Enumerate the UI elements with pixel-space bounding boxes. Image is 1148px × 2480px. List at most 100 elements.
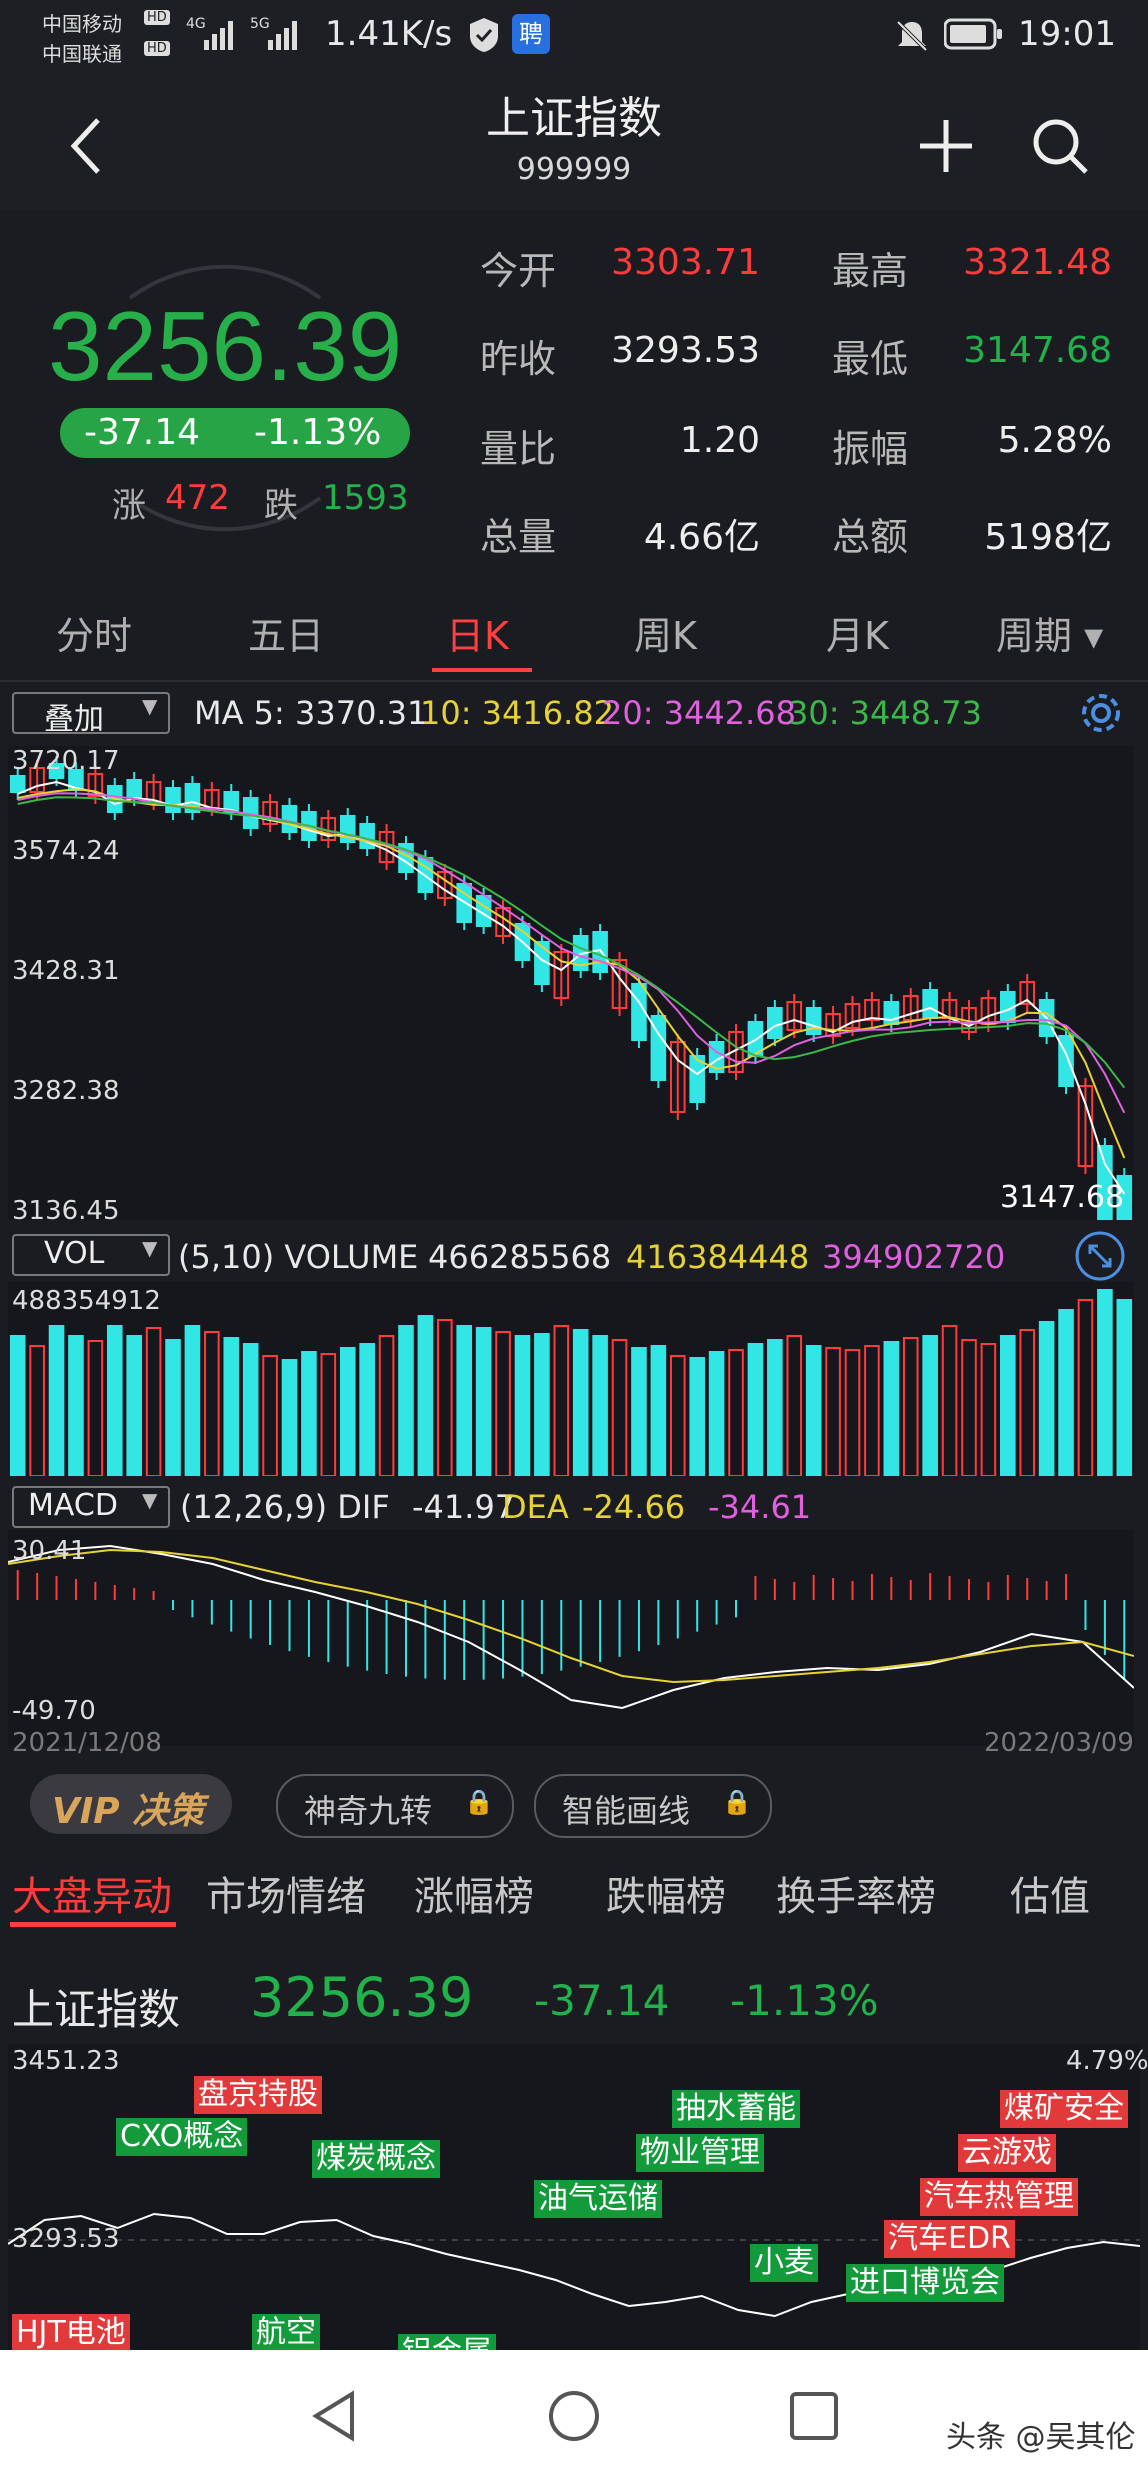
chevron-down-icon: ▼ [142, 694, 158, 718]
nav-recent-icon[interactable] [786, 2388, 842, 2444]
volume-ma10: 394902720 [822, 1238, 1006, 1276]
bottom-tab[interactable]: 涨幅榜 [414, 1874, 534, 1920]
event-tag[interactable]: 云游戏 [958, 2134, 1056, 2172]
quote-field-value: 3321.48 [963, 242, 1112, 283]
bottom-tab[interactable]: 估值 [1010, 1874, 1090, 1920]
event-tag[interactable]: 煤矿安全 [1000, 2090, 1128, 2128]
period-tab[interactable]: 周K [634, 614, 697, 658]
event-tag[interactable]: HJT电池 [12, 2314, 130, 2352]
volume-bar [941, 1325, 958, 1476]
period-tab-underline [432, 668, 532, 672]
magic9-button[interactable]: 神奇九转 🔒 [276, 1774, 514, 1838]
volume-bar [1058, 1309, 1074, 1476]
period-tab[interactable]: 日K [446, 614, 509, 658]
volume-y-label: 488354912 [12, 1286, 161, 1316]
price-ring [128, 264, 322, 532]
overlay-select[interactable]: 叠加 ▼ [12, 692, 170, 737]
intraday-y-mid: 3293.53 [12, 2224, 120, 2254]
macd-indicator-select[interactable]: MACD ▼ [12, 1486, 170, 1528]
intraday-change-pct: -1.13% [730, 1976, 879, 2025]
macd-y-bottom: -49.70 [12, 1696, 96, 1726]
back-arrow-icon[interactable] [66, 116, 106, 176]
ma-line [17, 796, 1126, 1089]
period-tab[interactable]: 五日 [248, 614, 325, 658]
signal-icon-2 [268, 21, 297, 50]
intraday-price: 3256.39 [250, 1966, 474, 2029]
volume-bar [767, 1339, 783, 1476]
change-pill: -37.14 -1.13% [60, 408, 410, 458]
overlay-select-label: 叠加 [44, 702, 104, 737]
search-icon[interactable] [1030, 116, 1090, 176]
vip-button[interactable]: VIP 决策 [30, 1774, 232, 1834]
quote-field-label: 振幅 [832, 427, 909, 471]
period-tab[interactable]: 月K [826, 614, 889, 658]
event-tag[interactable]: 物业管理 [636, 2134, 764, 2172]
candle [1019, 981, 1036, 1005]
kline-chart[interactable] [8, 746, 1134, 1220]
event-tag[interactable]: 汽车热管理 [920, 2178, 1078, 2216]
event-tag[interactable]: 航空 [252, 2314, 320, 2352]
event-tag[interactable]: 抽水蓄能 [672, 2090, 800, 2128]
bottom-tab[interactable]: 跌幅榜 [606, 1874, 726, 1920]
volume-bar [262, 1355, 278, 1476]
volume-bar [961, 1339, 977, 1476]
settings-gear-icon[interactable] [1078, 690, 1124, 736]
volume-bar [1038, 1321, 1055, 1476]
smartline-button[interactable]: 智能画线 🔒 [534, 1774, 772, 1838]
volume-bar [728, 1349, 744, 1476]
macd-dea-label: DEA [502, 1488, 569, 1526]
add-icon[interactable] [918, 118, 974, 174]
date-start: 2021/12/08 [12, 1728, 162, 1758]
event-tag[interactable]: 盘京持股 [194, 2076, 322, 2114]
down-count: 1593 [322, 478, 409, 518]
quote-field-label: 量比 [480, 427, 557, 471]
mute-icon [896, 20, 928, 52]
volume-bar [786, 1335, 803, 1476]
quote-field-label: 今开 [480, 249, 557, 293]
candle [184, 783, 201, 813]
event-tag[interactable]: 汽车EDR [884, 2220, 1015, 2258]
nav-home-icon[interactable] [546, 2388, 602, 2444]
quote-field-value: 4.66亿 [643, 517, 760, 558]
system-nav-bar [0, 2350, 1148, 2480]
macd-dif: -41.97 [412, 1488, 516, 1526]
period-tabs [0, 588, 1148, 678]
candle [786, 1001, 803, 1031]
volume-bar [184, 1325, 201, 1476]
volume-bar [437, 1319, 453, 1476]
ma-line [17, 788, 1126, 1159]
candle [669, 1041, 686, 1113]
volume-bar [48, 1325, 65, 1476]
change-value: -37.14 [84, 412, 201, 453]
candle [631, 983, 647, 1041]
bottom-tab[interactable]: 换手率榜 [776, 1874, 936, 1920]
smartline-label: 智能画线 [562, 1792, 691, 1830]
kline-y-label-1: 3720.17 [12, 746, 120, 776]
event-tag[interactable]: 煤炭概念 [312, 2140, 440, 2178]
intraday-y-top: 3451.23 [12, 2046, 120, 2076]
volume-chart[interactable] [8, 1282, 1134, 1476]
volume-bar [611, 1339, 628, 1476]
macd-chart[interactable] [8, 1530, 1134, 1746]
volume-bar [1116, 1299, 1133, 1476]
event-tag[interactable]: CXO概念 [116, 2118, 248, 2156]
volume-bar [301, 1351, 317, 1476]
expand-icon[interactable] [1074, 1230, 1126, 1282]
change-percent: -1.13% [254, 412, 382, 453]
candle [728, 1031, 744, 1073]
bottom-tab[interactable]: 市场情绪 [206, 1874, 366, 1920]
event-tag[interactable]: 小麦 [750, 2244, 818, 2282]
candle [553, 951, 570, 999]
event-tag[interactable]: 油气运储 [534, 2180, 662, 2218]
volume-bar [1019, 1329, 1036, 1476]
volume-bar [902, 1337, 919, 1476]
stock-code: 999999 [516, 152, 632, 187]
nav-back-icon[interactable] [308, 2388, 364, 2444]
bottom-tab[interactable]: 大盘异动 [12, 1874, 172, 1920]
ma-line [17, 792, 1126, 1114]
carrier-1: 中国移动 [42, 12, 122, 36]
volume-indicator-select[interactable]: VOL ▼ [12, 1234, 170, 1276]
event-tag[interactable]: 进口博览会 [846, 2264, 1004, 2302]
period-tab[interactable]: 分时 [56, 614, 133, 658]
period-tab[interactable]: 周期 ▾ [996, 614, 1104, 658]
